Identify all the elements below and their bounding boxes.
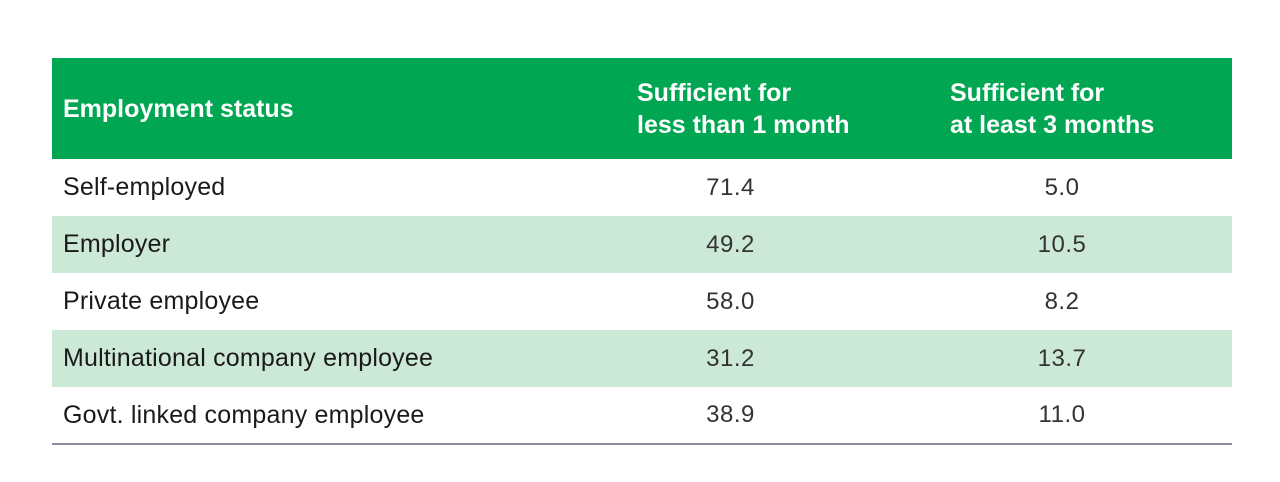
header-employment-status: Employment status: [63, 94, 294, 123]
header-row: Employment status Sufficient for less th…: [52, 58, 1232, 159]
table-row: Multinational company employee 31.2 13.7: [52, 330, 1232, 387]
savings-sufficiency-table: Employment status Sufficient for less th…: [52, 58, 1232, 445]
header-less-than-1-month-line1: Sufficient for: [637, 78, 792, 107]
table-row: Govt. linked company employee 38.9 11.0: [52, 387, 1232, 445]
row-at-least-3-months-value: 11.0: [950, 387, 1232, 445]
row-status-label: Private employee: [63, 287, 260, 315]
row-at-least-3-months-value: 13.7: [1037, 344, 1087, 372]
row-status-label: Multinational company employee: [63, 344, 434, 372]
header-at-least-3-months-line2: at least 3 months: [950, 110, 1155, 139]
row-at-least-3-months-value: 10.5: [1037, 230, 1087, 258]
row-less-than-1-month-value: 49.2: [706, 230, 755, 258]
header-less-than-1-month-line2: less than 1 month: [637, 110, 850, 139]
row-status-label: Employer: [63, 230, 171, 258]
table-body: Self-employed 71.4 5.0 Employer 49.2 10.…: [52, 159, 1232, 445]
savings-table-container: Employment status Sufficient for less th…: [52, 58, 1232, 445]
row-less-than-1-month-value: 38.9: [637, 387, 950, 445]
header-at-least-3-months-line1: Sufficient for: [950, 78, 1105, 107]
row-less-than-1-month-value: 71.4: [706, 173, 755, 201]
table-row: Private employee 58.0 8.2: [52, 273, 1232, 330]
table-row: Employer 49.2 10.5: [52, 216, 1232, 273]
header-less-than-1-month: Sufficient for less than 1 month: [637, 58, 950, 159]
row-at-least-3-months-value: 5.0: [1044, 173, 1080, 201]
table-row: Self-employed 71.4 5.0: [52, 159, 1232, 216]
row-less-than-1-month-value: 31.2: [706, 344, 755, 372]
row-status-label: Govt. linked company employee: [52, 387, 637, 445]
row-at-least-3-months-value: 8.2: [1044, 287, 1080, 315]
row-status-label: Self-employed: [63, 173, 226, 201]
row-less-than-1-month-value: 58.0: [706, 287, 755, 315]
table-header: Employment status Sufficient for less th…: [52, 58, 1232, 159]
header-at-least-3-months: Sufficient for at least 3 months: [950, 58, 1232, 159]
